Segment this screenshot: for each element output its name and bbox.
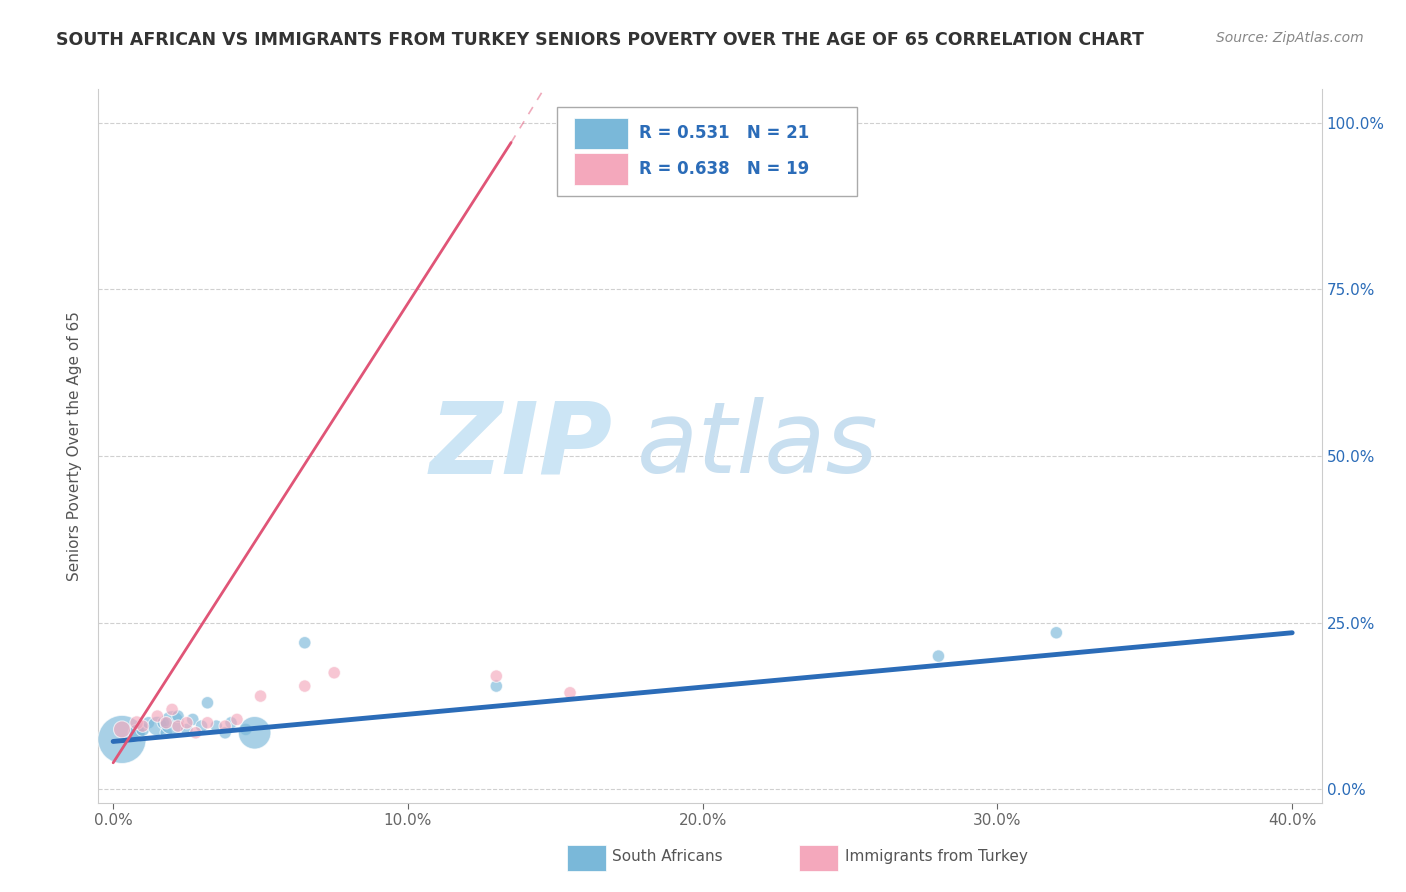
- FancyBboxPatch shape: [574, 153, 628, 185]
- Point: [235, 723, 257, 737]
- Point: [294, 636, 316, 650]
- Point: [1045, 625, 1067, 640]
- FancyBboxPatch shape: [557, 107, 856, 196]
- Point: [155, 725, 177, 739]
- Point: [721, 139, 744, 153]
- Text: atlas: atlas: [637, 398, 879, 494]
- Point: [294, 679, 316, 693]
- Point: [167, 709, 190, 723]
- Point: [226, 713, 249, 727]
- Point: [176, 723, 198, 737]
- FancyBboxPatch shape: [800, 845, 838, 871]
- Point: [138, 715, 160, 730]
- Point: [190, 719, 212, 733]
- Point: [485, 669, 508, 683]
- Text: South Africans: South Africans: [612, 849, 723, 863]
- Point: [146, 709, 169, 723]
- Point: [249, 689, 271, 703]
- FancyBboxPatch shape: [567, 845, 606, 871]
- Text: Source: ZipAtlas.com: Source: ZipAtlas.com: [1216, 31, 1364, 45]
- Point: [214, 725, 236, 739]
- Point: [125, 725, 148, 739]
- Y-axis label: Seniors Poverty Over the Age of 65: Seniors Poverty Over the Age of 65: [67, 311, 83, 581]
- Point: [323, 665, 346, 680]
- Point: [219, 715, 242, 730]
- Point: [155, 715, 177, 730]
- Point: [152, 715, 174, 730]
- Point: [181, 713, 204, 727]
- Text: SOUTH AFRICAN VS IMMIGRANTS FROM TURKEY SENIORS POVERTY OVER THE AGE OF 65 CORRE: SOUTH AFRICAN VS IMMIGRANTS FROM TURKEY …: [56, 31, 1144, 49]
- Point: [160, 702, 183, 716]
- Point: [205, 719, 228, 733]
- Text: ZIP: ZIP: [429, 398, 612, 494]
- Text: Immigrants from Turkey: Immigrants from Turkey: [845, 849, 1028, 863]
- Point: [131, 723, 153, 737]
- Point: [197, 696, 219, 710]
- Point: [197, 715, 219, 730]
- Point: [485, 679, 508, 693]
- Point: [167, 719, 190, 733]
- Point: [243, 725, 266, 739]
- FancyBboxPatch shape: [574, 118, 628, 149]
- Point: [160, 715, 183, 730]
- Text: R = 0.531   N = 21: R = 0.531 N = 21: [640, 125, 810, 143]
- Point: [111, 732, 134, 747]
- Point: [131, 719, 153, 733]
- Text: R = 0.638   N = 19: R = 0.638 N = 19: [640, 161, 810, 178]
- Point: [214, 719, 236, 733]
- Point: [111, 723, 134, 737]
- Point: [927, 649, 949, 664]
- Point: [146, 719, 169, 733]
- Point: [184, 725, 207, 739]
- Point: [558, 686, 581, 700]
- Point: [125, 715, 148, 730]
- Point: [176, 715, 198, 730]
